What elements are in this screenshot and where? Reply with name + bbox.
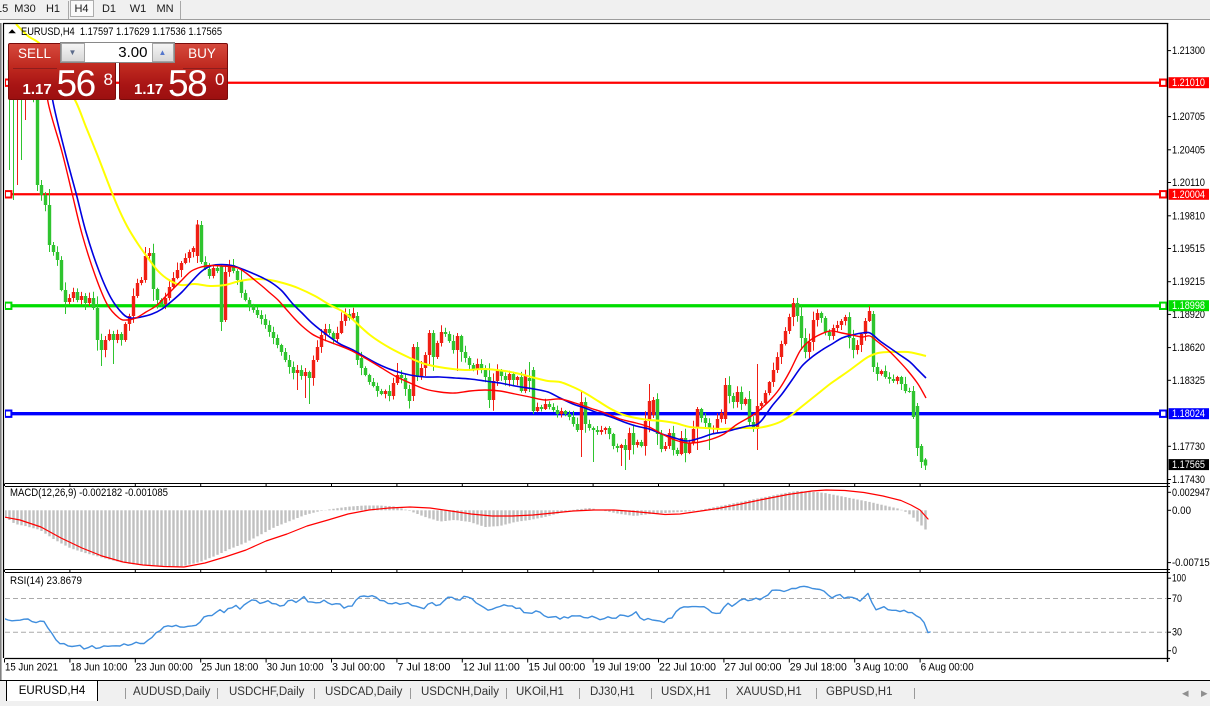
svg-text:1.17565: 1.17565 [1172, 459, 1205, 471]
svg-text:3 Aug 10:00: 3 Aug 10:00 [855, 662, 908, 674]
svg-text:1.18325: 1.18325 [1172, 375, 1205, 387]
svg-text:1.20004: 1.20004 [1172, 189, 1205, 201]
svg-text:1.20110: 1.20110 [1172, 177, 1205, 189]
svg-text:18 Jun 10:00: 18 Jun 10:00 [70, 662, 127, 674]
svg-text:27 Jul 00:00: 27 Jul 00:00 [724, 662, 781, 674]
svg-text:0: 0 [1172, 645, 1177, 657]
svg-text:30: 30 [1172, 627, 1182, 639]
svg-text:0.002947: 0.002947 [1172, 487, 1210, 499]
svg-text:RSI(14) 23.8679: RSI(14) 23.8679 [10, 575, 82, 587]
svg-text:1.20405: 1.20405 [1172, 144, 1205, 156]
svg-text:1.19515: 1.19515 [1172, 243, 1205, 255]
svg-text:1.19215: 1.19215 [1172, 276, 1205, 288]
svg-text:1.21010: 1.21010 [1172, 77, 1205, 89]
svg-text:6 Aug 00:00: 6 Aug 00:00 [921, 662, 974, 674]
svg-text:1.18920: 1.18920 [1172, 309, 1205, 321]
svg-text:1.18998: 1.18998 [1172, 300, 1205, 312]
svg-text:0.00: 0.00 [1172, 505, 1191, 517]
svg-text:1.17430: 1.17430 [1172, 474, 1205, 486]
svg-text:1.17730: 1.17730 [1172, 441, 1205, 453]
svg-text:100: 100 [1172, 573, 1186, 585]
svg-text:23 Jun 00:00: 23 Jun 00:00 [136, 662, 193, 674]
svg-text:19 Jul 19:00: 19 Jul 19:00 [594, 662, 651, 674]
svg-text:15 Jul 00:00: 15 Jul 00:00 [528, 662, 585, 674]
svg-text:22 Jul 10:00: 22 Jul 10:00 [659, 662, 716, 674]
svg-text:1.18620: 1.18620 [1172, 342, 1205, 354]
svg-text:12 Jul 11:00: 12 Jul 11:00 [463, 662, 520, 674]
svg-text:15 Jun 2021: 15 Jun 2021 [5, 662, 58, 674]
svg-text:1.21300: 1.21300 [1172, 45, 1205, 57]
svg-text:MACD(12,26,9) -0.002182 -0.001: MACD(12,26,9) -0.002182 -0.001085 [10, 487, 168, 499]
svg-text:EURUSD,H4 1.17597 1.17629 1.1: EURUSD,H4 1.17597 1.17629 1.17536 1.1756… [21, 26, 222, 38]
svg-text:70: 70 [1172, 593, 1182, 605]
svg-text:3 Jul 00:00: 3 Jul 00:00 [332, 662, 385, 674]
svg-text:1.18024: 1.18024 [1172, 408, 1205, 420]
svg-text:29 Jul 18:00: 29 Jul 18:00 [790, 662, 847, 674]
svg-text:30 Jun 10:00: 30 Jun 10:00 [267, 662, 324, 674]
svg-text:7 Jul 18:00: 7 Jul 18:00 [397, 662, 450, 674]
svg-text:1.19810: 1.19810 [1172, 210, 1205, 222]
svg-text:1.20705: 1.20705 [1172, 111, 1205, 123]
svg-text:25 Jun 18:00: 25 Jun 18:00 [201, 662, 258, 674]
